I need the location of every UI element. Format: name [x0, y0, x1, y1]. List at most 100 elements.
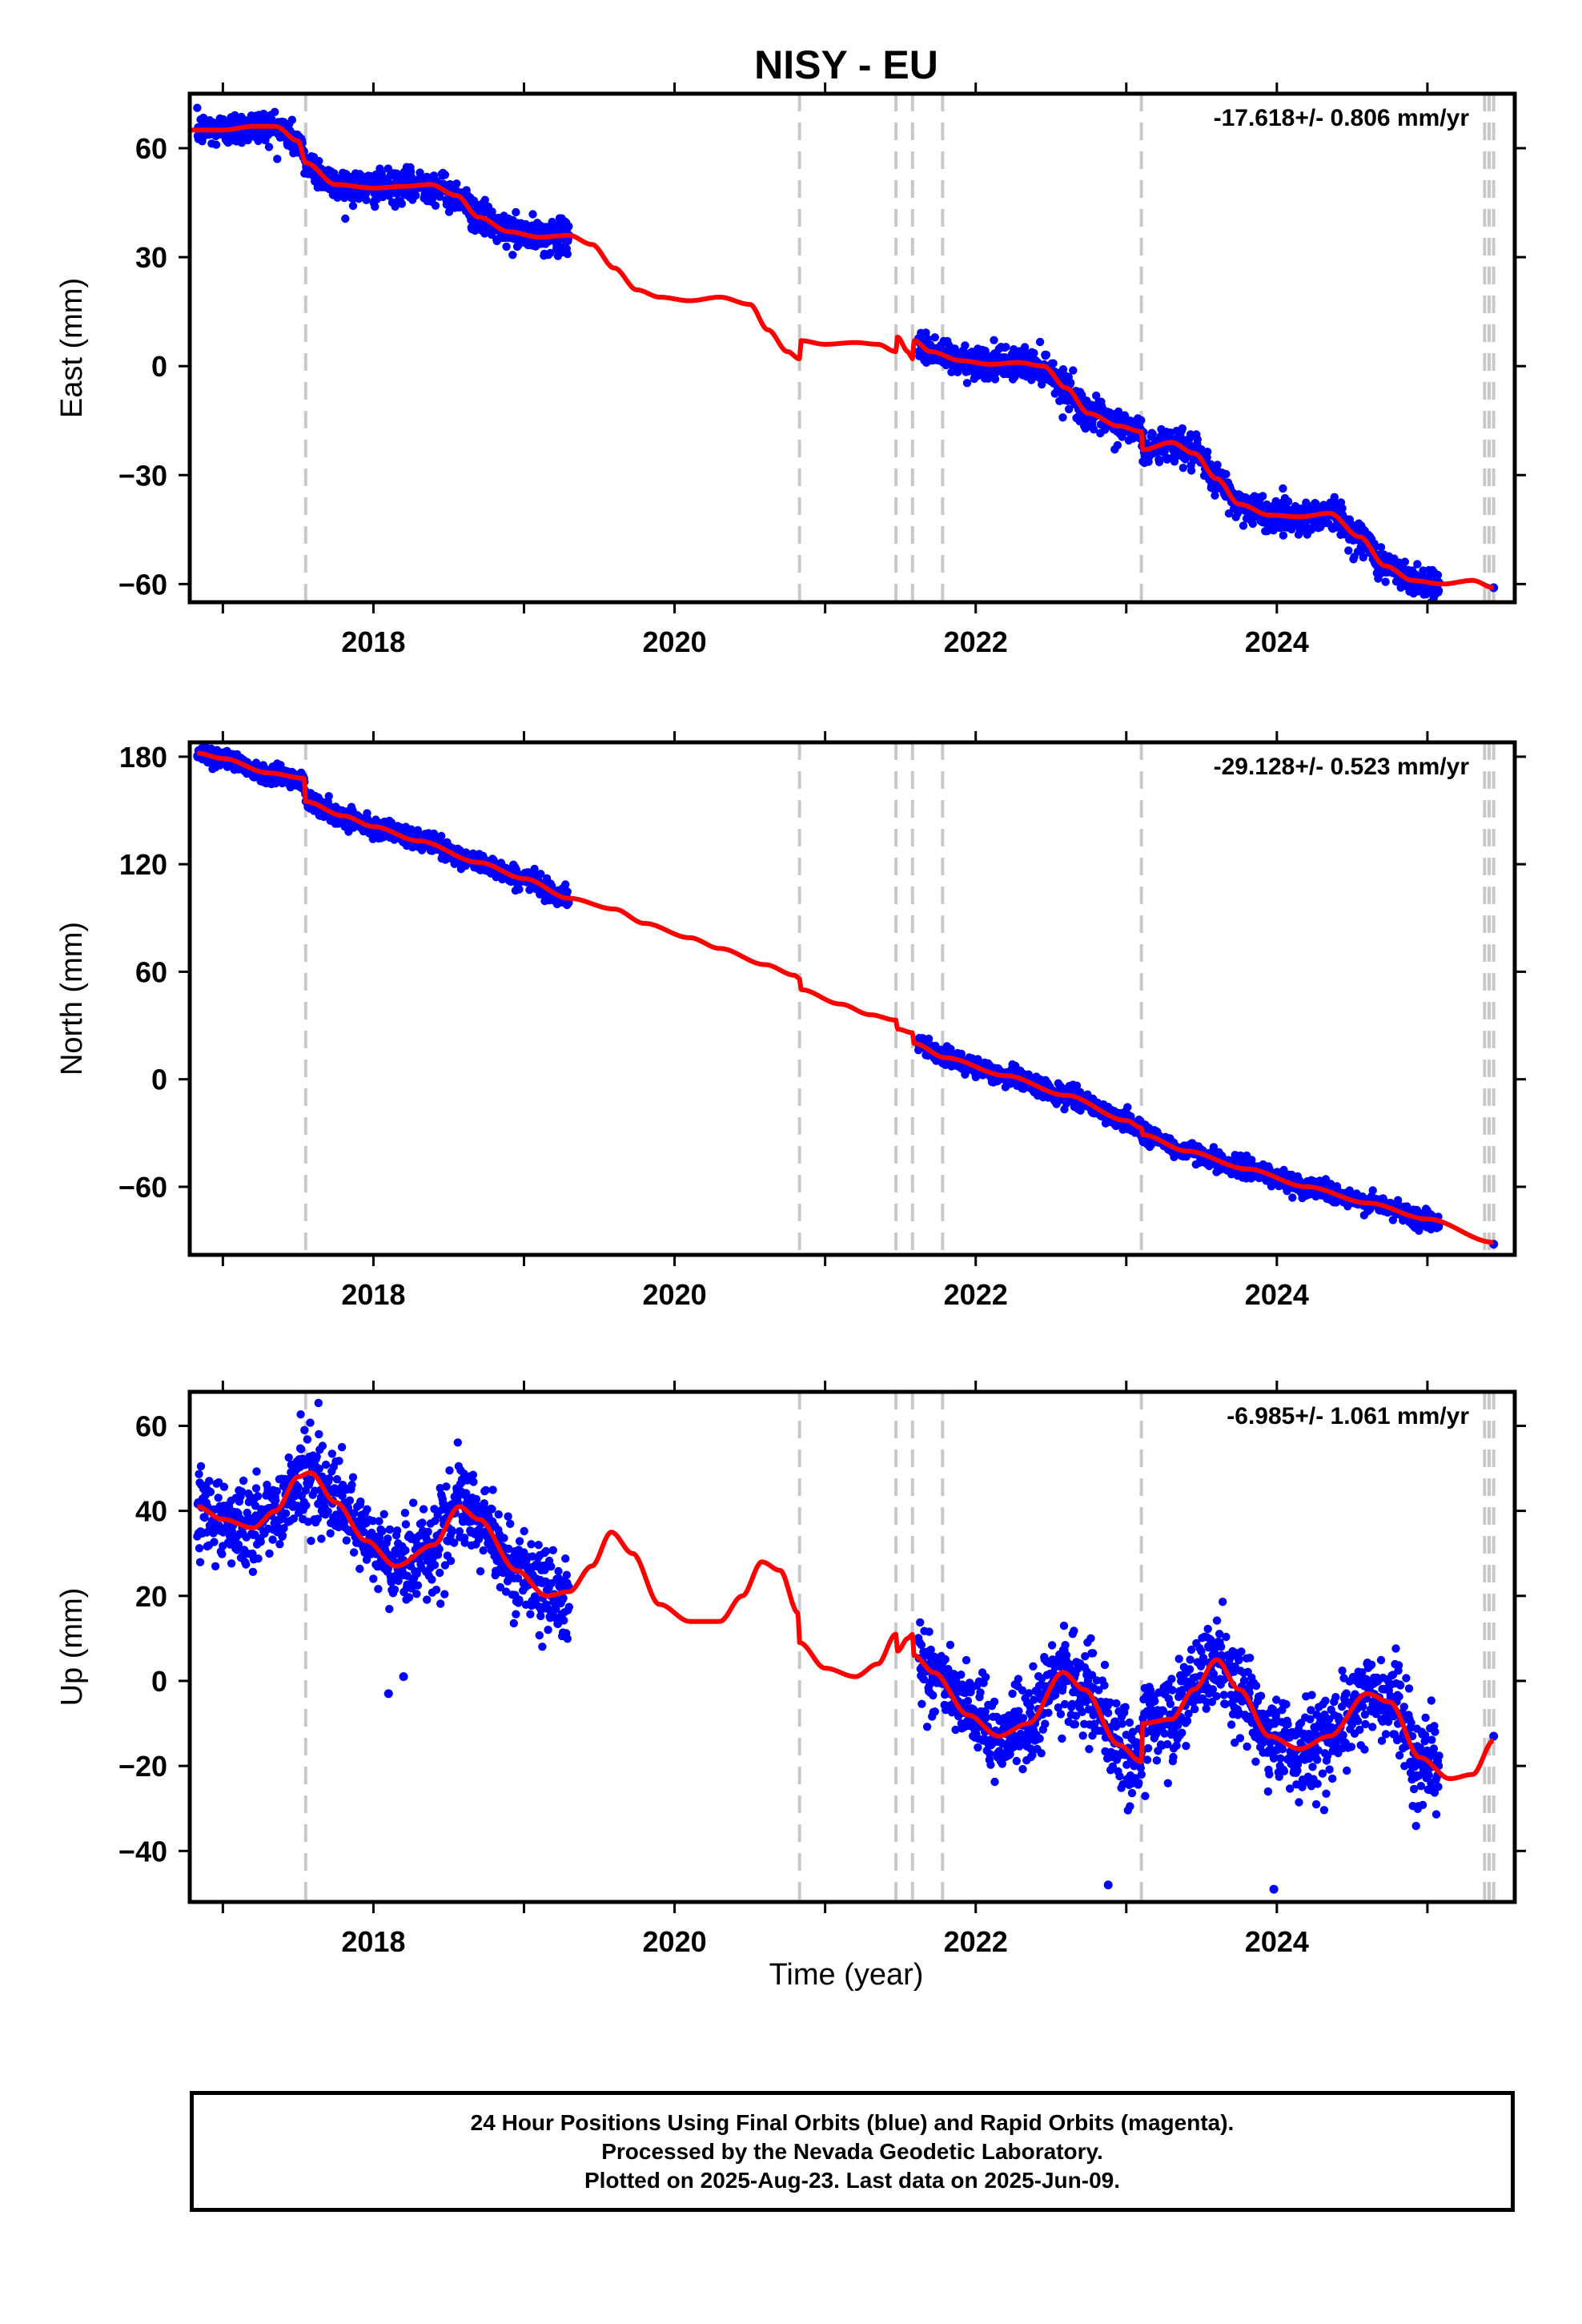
data-point [990, 375, 1000, 384]
data-point [362, 195, 371, 204]
data-point [564, 222, 573, 231]
data-point [349, 1548, 359, 1557]
data-point [536, 870, 545, 879]
data-point [930, 333, 940, 342]
data-point [287, 115, 296, 124]
data-point [1058, 413, 1067, 422]
data-point [1178, 464, 1188, 472]
plot-frame [187, 91, 1517, 605]
data-point [317, 1534, 326, 1543]
data-point [315, 156, 323, 166]
data-point [990, 336, 998, 344]
rate-label: -29.128+/- 0.523 mm/yr [1214, 754, 1470, 780]
data-point [1283, 497, 1293, 506]
data-point [348, 201, 358, 211]
y-tick-label: 60 [135, 132, 167, 165]
data-point [444, 207, 454, 216]
data-point [512, 207, 520, 217]
data-point [385, 1525, 395, 1534]
data-point [254, 1554, 263, 1563]
data-point [272, 1486, 281, 1496]
y-tick-label: −30 [118, 459, 167, 492]
data-point [1288, 1193, 1297, 1202]
data-point [1269, 526, 1278, 535]
data-point [409, 1498, 418, 1507]
data-point [253, 1492, 263, 1501]
data-point [196, 1462, 206, 1471]
data-point [371, 202, 379, 211]
data-point [327, 1449, 336, 1458]
y-axis-label: East (mm) [55, 278, 89, 418]
y-tick-label: −60 [118, 1171, 167, 1204]
data-point [528, 210, 537, 219]
data-point [1186, 466, 1196, 475]
data-point [1376, 543, 1386, 552]
data-point [563, 250, 572, 259]
data-point [1089, 425, 1098, 434]
y-tick-label: 60 [135, 955, 167, 988]
data-point [413, 1581, 423, 1590]
data-point [1065, 404, 1074, 414]
data-point [326, 1529, 335, 1538]
data-point [252, 1467, 261, 1476]
x-tick-label: 2022 [944, 1278, 1008, 1311]
data-point [335, 1457, 343, 1466]
data-point [375, 1517, 383, 1526]
data-point [210, 1538, 219, 1546]
data-point [302, 1501, 311, 1510]
data-point [515, 885, 524, 894]
y-tick-label: 30 [135, 241, 167, 274]
data-point [195, 1544, 204, 1553]
data-point [1279, 531, 1288, 540]
data-point [296, 1410, 305, 1419]
data-point [413, 826, 423, 834]
data-point [392, 1526, 402, 1535]
data-point [1347, 520, 1355, 529]
data-point [1207, 460, 1215, 468]
data-point [321, 1460, 331, 1470]
data-point [195, 1470, 203, 1478]
data-point [248, 1567, 258, 1577]
data-point [1154, 457, 1164, 467]
data-point [1118, 432, 1126, 441]
data-point [385, 1605, 394, 1614]
data-point [404, 1593, 414, 1602]
data-point [347, 1481, 356, 1490]
data-point [251, 1484, 261, 1493]
rate-label: -17.618+/- 0.806 mm/yr [1214, 105, 1470, 131]
data-point [401, 1520, 411, 1529]
data-point [356, 1497, 365, 1506]
data-point [1248, 519, 1258, 529]
data-point [561, 880, 570, 889]
y-tick-label: −60 [118, 568, 167, 601]
data-point [268, 1535, 277, 1544]
data-points [193, 742, 1499, 1249]
data-point [1203, 448, 1212, 456]
x-tick-label: 2018 [341, 625, 405, 658]
data-point [307, 1536, 315, 1546]
data-point [1222, 469, 1231, 479]
data-point [1002, 343, 1010, 352]
data-point [1433, 570, 1443, 580]
data-point [1049, 359, 1058, 368]
y-axis-label: North (mm) [55, 922, 89, 1076]
data-point [407, 825, 416, 834]
data-point [1148, 429, 1157, 438]
data-point [271, 1496, 280, 1505]
data-point [294, 1482, 303, 1492]
x-tick-label: 2020 [643, 1278, 707, 1311]
data-point [306, 1418, 315, 1427]
data-point [1368, 1186, 1377, 1195]
data-point [437, 831, 446, 841]
data-point [206, 1487, 215, 1497]
data-point [1259, 492, 1267, 501]
data-point [355, 1564, 364, 1574]
data-point [195, 1558, 205, 1566]
data-point [369, 1574, 378, 1583]
data-point [502, 242, 511, 251]
data-point [239, 1476, 248, 1486]
